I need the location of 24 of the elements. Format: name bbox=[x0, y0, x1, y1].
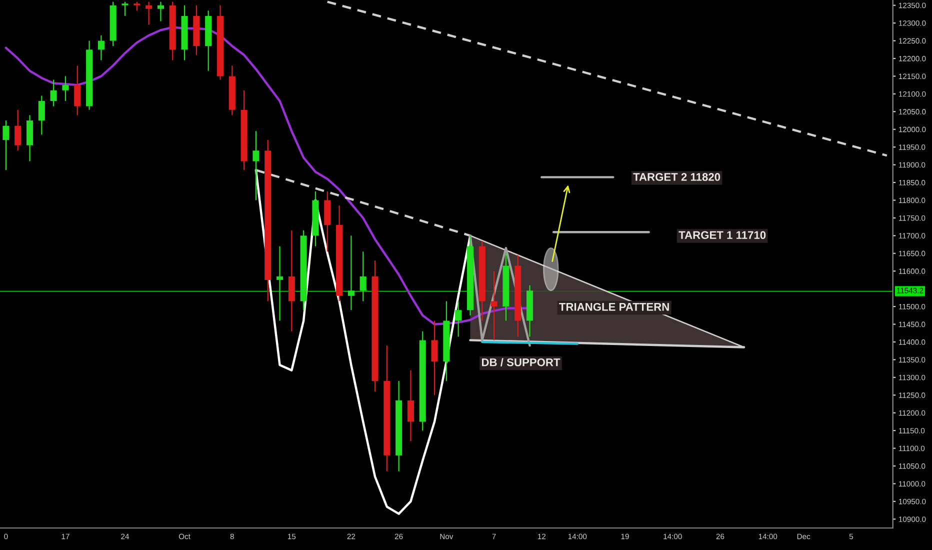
candlestick bbox=[50, 79, 57, 107]
annotation: TRIANGLE PATTERN bbox=[559, 302, 669, 311]
line-series bbox=[469, 234, 531, 347]
candlestick bbox=[14, 109, 22, 152]
candlestick bbox=[360, 251, 366, 302]
candlestick bbox=[252, 130, 260, 201]
annotation: DB / SUPPORT bbox=[482, 358, 560, 366]
candlestick bbox=[62, 76, 69, 102]
candlestick bbox=[74, 65, 81, 116]
candlestick bbox=[98, 34, 104, 61]
annotation: TARGET 1 11710 bbox=[678, 231, 766, 239]
candlestick bbox=[2, 120, 10, 171]
candlestick bbox=[431, 320, 438, 396]
candlestick bbox=[38, 95, 45, 136]
candlestick bbox=[455, 300, 462, 338]
candlestick bbox=[407, 370, 414, 442]
candlestick bbox=[490, 270, 498, 341]
candlestick bbox=[276, 246, 284, 322]
candlestick bbox=[146, 1, 152, 26]
candlestick bbox=[348, 235, 354, 311]
annotation: TARGET 2 11820 bbox=[633, 173, 720, 181]
candlestick bbox=[122, 1, 128, 16]
candlestick bbox=[157, 1, 164, 22]
line-series bbox=[254, 168, 472, 515]
